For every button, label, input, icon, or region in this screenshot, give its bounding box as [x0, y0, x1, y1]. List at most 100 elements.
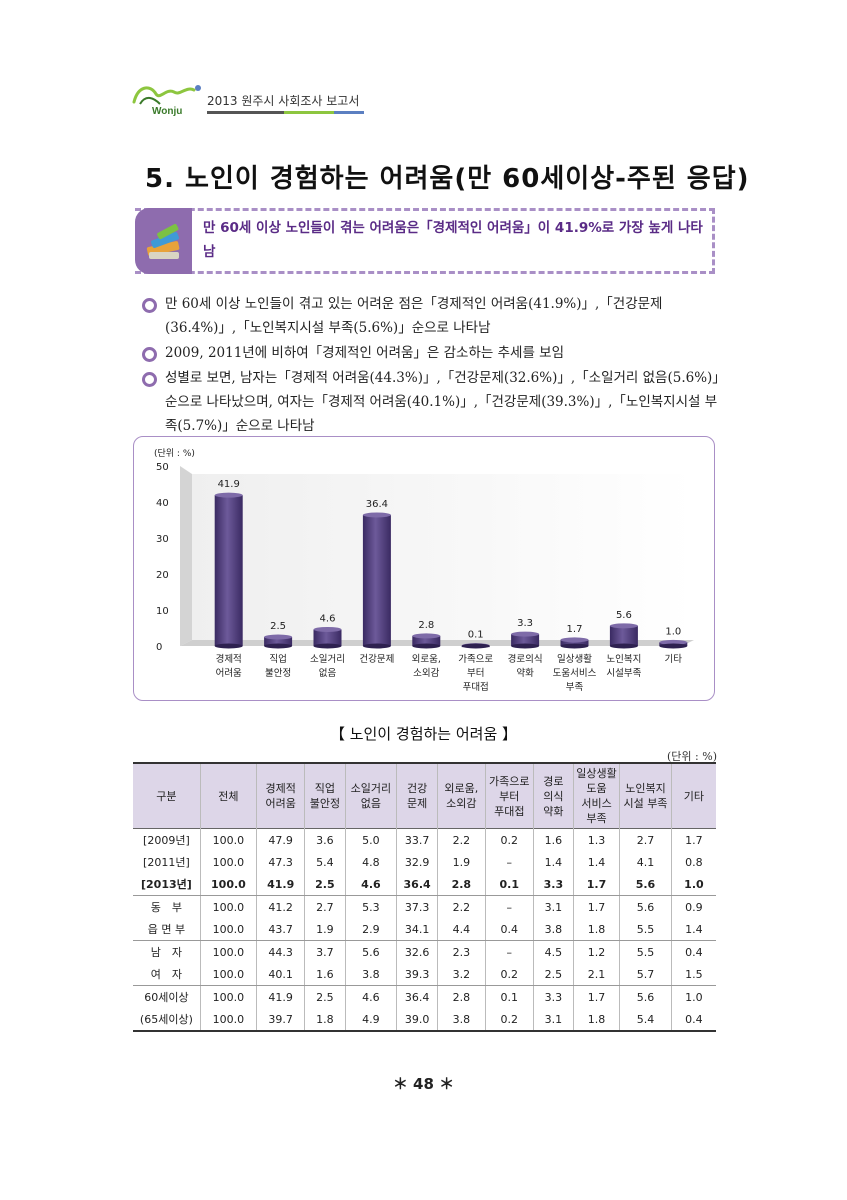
table-cell: 0.4 [484, 918, 534, 941]
table-cell: 100.0 [199, 895, 257, 918]
y-tick-label: 50 [156, 462, 169, 473]
table-cell: 1.7 [670, 828, 716, 851]
bar-base [560, 643, 589, 649]
bar-base [659, 643, 688, 649]
logo-text: Wonju [152, 106, 183, 117]
bar-top [264, 634, 293, 640]
bar-top [560, 637, 589, 643]
table-cell: 36.4 [396, 873, 438, 896]
bullet-text: 2009, 2011년에 비하여「경제적인 어려움」은 감소하는 추세를 보임 [165, 345, 564, 361]
table-cell: 41.9 [256, 873, 305, 896]
bar-group [461, 643, 490, 649]
x-category-label: 일상생활 [557, 653, 592, 665]
table-cell: 3.7 [304, 940, 346, 963]
table-header-cell: 가족으로 부터 푸대접 [484, 763, 534, 829]
bar [313, 629, 342, 646]
table-cell: [2013년] [133, 873, 201, 896]
table-cell: 1.5 [670, 963, 716, 986]
table-cell: 39.3 [396, 963, 438, 986]
table-cell: 32.6 [396, 940, 438, 963]
table-cell: – [484, 895, 534, 918]
bar-base [609, 643, 638, 649]
summary-text: 만 60세 이상 노인들이 겪는 어려움은「경제적인 어려움」이 41.9%로 … [203, 220, 703, 260]
header-title: 2013 원주시 사회조사 보고서 [207, 94, 360, 108]
table-cell: 37.3 [396, 895, 438, 918]
table-unit: (단위 : %) [667, 750, 717, 763]
table-cell: 2.2 [436, 895, 486, 918]
x-category-label: 푸대접 [463, 681, 489, 693]
bar [362, 514, 391, 646]
table-cell: 100.0 [199, 985, 257, 1008]
table-cell: 2.3 [436, 940, 486, 963]
bar-base [511, 643, 540, 649]
bar-value-label: 3.3 [517, 618, 533, 629]
table-cell: 0.2 [484, 1008, 534, 1032]
table-row: 60세이상 100.0 41.9 2.5 4.6 36.4 2.8 0.1 3.3 1.7 5.6 1… [133, 985, 716, 1008]
table-cell: 4.1 [619, 851, 672, 873]
table-cell: 5.4 [304, 851, 346, 873]
table-cell: 40.1 [256, 963, 305, 986]
table-cell: 0.2 [484, 828, 534, 851]
table-row: 남 자 100.0 44.3 3.7 5.6 32.6 2.3–4.5 1.2 5.5 0.4 [133, 940, 716, 963]
table-cell: 44.3 [256, 940, 305, 963]
table-cell: 4.4 [436, 918, 486, 941]
table-cell: 4.5 [532, 940, 574, 963]
bar-group [659, 639, 688, 649]
table-cell: (65세이상) [133, 1008, 201, 1032]
table-cell: 여 자 [133, 963, 201, 986]
table-cell: 5.7 [619, 963, 672, 986]
table-cell: 100.0 [199, 940, 257, 963]
bullet-dot-icon [142, 298, 157, 313]
bar-value-label: 2.5 [270, 621, 286, 632]
table-cell: 41.9 [256, 985, 305, 1008]
y-tick-label: 10 [156, 606, 169, 617]
table-cell: 1.6 [304, 963, 346, 986]
bar-value-label: 4.6 [320, 613, 336, 624]
bar [214, 495, 243, 646]
bar [511, 634, 540, 646]
page-number: ＊ 48 ＊ [392, 1075, 455, 1093]
bar-value-label: 0.1 [468, 630, 484, 641]
table-cell: 4.8 [344, 851, 397, 873]
table-cell: 33.7 [396, 828, 438, 851]
table-cell: 1.4 [670, 918, 716, 941]
bullet-list: 만 60세 이상 노인들이 겪고 있는 어려운 점은「경제적인 어려움(41.9… [140, 292, 720, 439]
table-cell: 0.4 [670, 940, 716, 963]
bar-value-label: 2.8 [418, 620, 434, 631]
table-cell: 3.1 [532, 1008, 574, 1032]
table-cell: 43.7 [256, 918, 305, 941]
x-category-label: 약화 [516, 667, 534, 679]
table-cell: 5.4 [619, 1008, 672, 1032]
table-cell: [2011년] [143, 856, 190, 869]
table-cell: 3.3 [532, 985, 574, 1008]
y-tick-label: 40 [156, 498, 169, 509]
table-cell: 60세이상 [144, 991, 189, 1004]
table-cell: 1.8 [304, 1008, 346, 1032]
table-cell: 100.0 [199, 873, 257, 896]
bar-value-label: 41.9 [218, 479, 240, 490]
table-cell: 1.9 [436, 851, 486, 873]
table-cell: 남 자 [150, 946, 183, 959]
bullet-item: 2009, 2011년에 비하여「경제적인 어려움」은 감소하는 추세를 보임 [140, 341, 720, 365]
table-cell: 5.6 [619, 985, 672, 1008]
table-cell: 3.3 [532, 873, 574, 896]
table-cell: 3.2 [436, 963, 486, 986]
table-header-cell: 소일거리 없음 [344, 763, 397, 829]
y-tick-label: 30 [156, 534, 169, 545]
table-cell: 36.4 [396, 985, 438, 1008]
table-cell: 2.5 [304, 873, 346, 896]
table-cell: 2.5 [304, 985, 346, 1008]
table-cell: 5.5 [619, 940, 672, 963]
table-cell: 2.7 [619, 828, 672, 851]
header-bar-blue [334, 111, 364, 114]
table-title: 【 노인이 경험하는 어려움 】 [329, 725, 518, 743]
x-category-label: 직업 [269, 653, 286, 665]
table-row: (65세이상) 100.0 39.7 1.8 4.9 39.0 3.8 0.2 3.1 1.8 5.… [133, 1008, 716, 1032]
table-cell: 2.8 [436, 985, 486, 1008]
bullet-text: 성별로 보면, 남자는「경제적 어려움(44.3%)」,「건강문제(32.6%)… [165, 370, 720, 434]
table-cell: 5.6 [619, 873, 672, 896]
bar-value-label: 36.4 [366, 499, 388, 510]
wonju-logo-icon [132, 85, 201, 105]
table-cell: 1.7 [573, 873, 620, 896]
bar-base [264, 643, 293, 649]
